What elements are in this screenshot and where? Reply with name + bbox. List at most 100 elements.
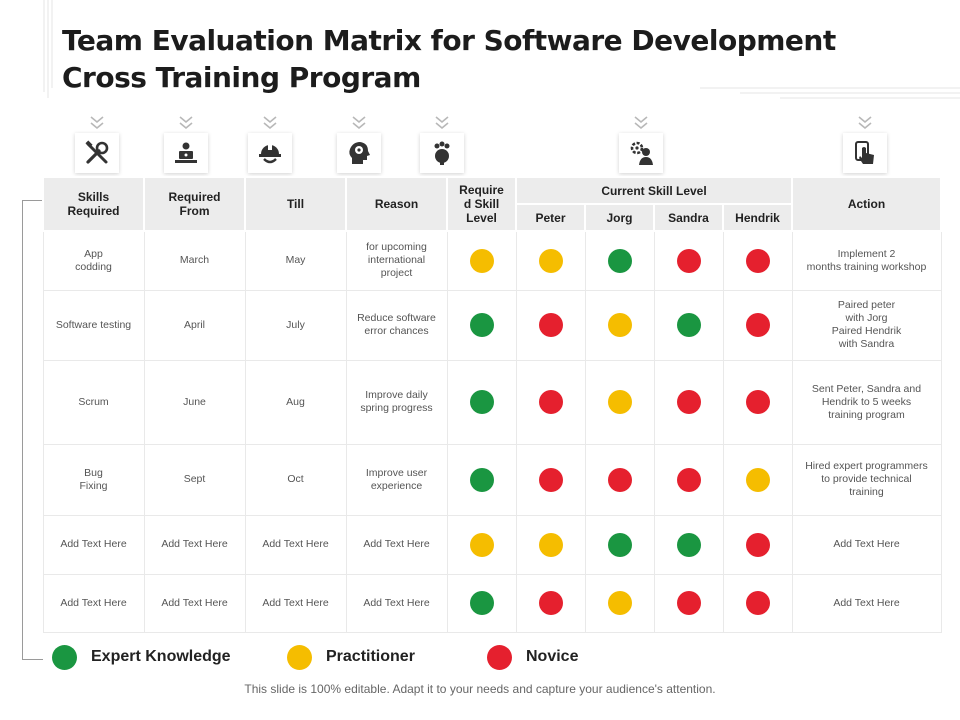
level-dot-hendrik — [745, 532, 770, 557]
level-dot-sandra — [676, 248, 701, 273]
till-cell: July — [244, 289, 347, 361]
level-dot-sandra — [676, 313, 701, 337]
worker-helmet-icon — [259, 144, 281, 164]
level-dot-hendrik — [745, 390, 770, 414]
action-cell: Implement 2 months training workshop — [791, 230, 942, 291]
skill-cell: Add Text Here — [42, 573, 145, 633]
level-dot-jorg — [607, 591, 632, 615]
required-level-dot — [469, 467, 494, 492]
header-current-skill-level: Current Skill Level — [515, 176, 793, 205]
table-row: App codding March May for upcoming inter… — [42, 230, 942, 291]
page-title: Team Evaluation Matrix for Software Deve… — [62, 24, 836, 94]
action-cell: Paired peter with Jorg Paired Hendrik wi… — [791, 289, 942, 361]
legend-label-novice: Novice — [526, 648, 579, 665]
legend-item-expert: Expert Knowledge — [52, 644, 231, 670]
reason-cell: Add Text Here — [345, 573, 448, 633]
chevron-down-icon — [352, 116, 366, 130]
action-cell: Hired expert programmers to provide tech… — [791, 443, 942, 516]
reason-cell: for upcoming international project — [345, 230, 448, 291]
required-from-cell: Sept — [143, 443, 246, 516]
brain-gear-icon — [434, 141, 450, 165]
header-reason: Reason — [345, 176, 448, 232]
level-dot-hendrik — [745, 248, 770, 273]
header-person-jorg: Jorg — [584, 203, 655, 232]
legend-label-practitioner: Practitioner — [326, 648, 415, 665]
chevron-down-icon — [90, 116, 104, 130]
table-row: Add Text Here Add Text Here Add Text Her… — [42, 573, 942, 633]
icon-column-reason — [337, 116, 381, 176]
touch-hand-icon — [855, 141, 874, 164]
level-dot-sandra — [676, 532, 701, 557]
level-dot-sandra — [676, 591, 701, 615]
chevron-down-icon — [634, 116, 648, 130]
chevron-down-icon — [179, 116, 193, 130]
till-cell: Oct — [244, 443, 347, 516]
level-dot-jorg — [607, 532, 632, 557]
level-dot-hendrik — [745, 467, 770, 492]
till-cell: Aug — [244, 359, 347, 445]
required-level-dot — [469, 248, 494, 273]
level-dot-peter — [538, 313, 563, 337]
tools-icon — [85, 140, 109, 164]
legend-label-expert: Expert Knowledge — [91, 648, 231, 665]
level-dot-jorg — [607, 313, 632, 337]
row-bracket-line — [22, 200, 43, 660]
chevron-down-icon — [858, 116, 872, 130]
required-level-dot — [469, 532, 494, 557]
required-from-cell: June — [143, 359, 246, 445]
level-dot-hendrik — [745, 591, 770, 615]
icon-column-from — [164, 116, 208, 176]
required-level-dot — [469, 390, 494, 414]
header-action: Action — [791, 176, 942, 232]
till-cell: Add Text Here — [244, 514, 347, 575]
reason-cell: Add Text Here — [345, 514, 448, 575]
level-dot-peter — [538, 248, 563, 273]
required-level-dot — [469, 313, 494, 337]
legend: Expert Knowledge Practitioner Novice — [0, 644, 960, 670]
required-from-cell: March — [143, 230, 246, 291]
head-gear-icon — [349, 142, 370, 164]
required-from-cell: Add Text Here — [143, 573, 246, 633]
table-row: Scrum June Aug Improve daily spring prog… — [42, 359, 942, 445]
chevron-down-icon — [435, 116, 449, 130]
level-dot-peter — [538, 390, 563, 414]
table-row: Software testing April July Reduce softw… — [42, 289, 942, 361]
reason-cell: Reduce software error chances — [345, 289, 448, 361]
skill-cell: Bug Fixing — [42, 443, 145, 516]
legend-dot-practitioner — [287, 644, 312, 670]
legend-dot-novice — [487, 644, 512, 670]
action-cell: Add Text Here — [791, 573, 942, 633]
reason-cell: Improve daily spring progress — [345, 359, 448, 445]
laptop-user-icon — [175, 142, 197, 163]
action-cell: Sent Peter, Sandra and Hendrik to 5 week… — [791, 359, 942, 445]
icon-column-till — [248, 116, 292, 176]
legend-item-practitioner: Practitioner — [287, 644, 415, 670]
table-row: Bug Fixing Sept Oct Improve user experie… — [42, 443, 942, 516]
header-person-sandra: Sandra — [653, 203, 724, 232]
icon-column-action — [843, 116, 887, 176]
table-row: Add Text Here Add Text Here Add Text Her… — [42, 514, 942, 575]
level-dot-peter — [538, 467, 563, 492]
header-skills-required: Skills Required — [42, 176, 145, 232]
reason-cell: Improve user experience — [345, 443, 448, 516]
required-from-cell: Add Text Here — [143, 514, 246, 575]
footer-note: This slide is 100% editable. Adapt it to… — [244, 682, 716, 696]
header-person-hendrik: Hendrik — [722, 203, 793, 232]
skill-cell: Add Text Here — [42, 514, 145, 575]
action-cell: Add Text Here — [791, 514, 942, 575]
legend-dot-expert — [52, 644, 77, 670]
header-till: Till — [244, 176, 347, 232]
level-dot-hendrik — [745, 313, 770, 337]
level-dot-jorg — [607, 467, 632, 492]
till-cell: May — [244, 230, 347, 291]
header-required-from: Required From — [143, 176, 246, 232]
required-from-cell: April — [143, 289, 246, 361]
legend-item-novice: Novice — [487, 644, 578, 670]
chevron-down-icon — [263, 116, 277, 130]
level-dot-sandra — [676, 467, 701, 492]
icon-column-current-level — [619, 116, 663, 176]
till-cell: Add Text Here — [244, 573, 347, 633]
level-dot-peter — [538, 532, 563, 557]
skill-cell: Software testing — [42, 289, 145, 361]
header-required-skill-level: Require d Skill Level — [446, 176, 517, 232]
